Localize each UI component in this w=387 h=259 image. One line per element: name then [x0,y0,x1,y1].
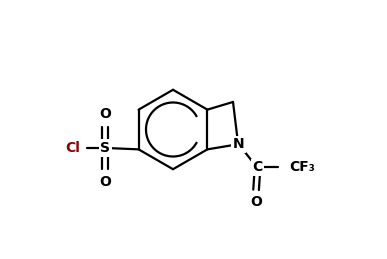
Text: Cl: Cl [65,141,80,155]
Text: C: C [252,160,262,174]
Text: O: O [99,107,111,121]
Text: CF₃: CF₃ [289,160,315,174]
Text: O: O [250,196,262,210]
Text: O: O [99,175,111,189]
Text: S: S [100,141,110,155]
Text: N: N [232,137,244,151]
